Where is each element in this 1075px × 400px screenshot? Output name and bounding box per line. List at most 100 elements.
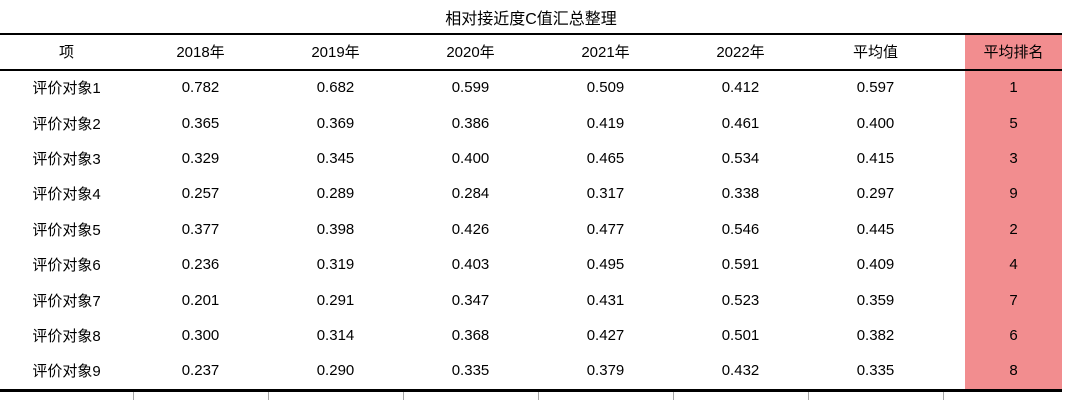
table-top-border: [0, 33, 1062, 35]
column-spacer: [943, 318, 965, 353]
value-cell: 0.257: [181, 185, 220, 203]
value-cell: 0.347: [451, 291, 490, 309]
rank-cell: 1: [965, 70, 1062, 106]
value-cell: 0.379: [586, 362, 625, 380]
row-label: 评价对象1: [32, 80, 101, 98]
value-cell: 0.382: [856, 326, 895, 344]
value-cell: 0.284: [451, 185, 490, 203]
column-header-2019: 2019年: [311, 44, 360, 61]
value-cell: 0.201: [181, 291, 220, 309]
column-header-2018: 2018年: [176, 44, 225, 61]
value-cell: 0.534: [721, 149, 760, 167]
value-cell: 0.501: [721, 326, 760, 344]
value-cell: 0.319: [316, 256, 355, 274]
value-cell: 0.345: [316, 149, 355, 167]
value-cell: 0.523: [721, 291, 760, 309]
column-spacer: [943, 212, 965, 247]
grid-tick: [943, 391, 944, 400]
table-row: 评价对象5 0.377 0.398 0.426 0.477 0.546 0.445 2: [0, 211, 1062, 247]
grid-tick: [538, 391, 539, 400]
value-cell: 0.368: [451, 326, 490, 344]
value-cell: 0.432: [721, 362, 760, 380]
rank-cell: 8: [965, 353, 1062, 389]
value-cell: 0.369: [316, 114, 355, 132]
value-cell: 0.335: [451, 362, 490, 380]
value-cell: 0.426: [451, 220, 490, 238]
row-label: 评价对象3: [32, 150, 101, 168]
table-row: 评价对象4 0.257 0.289 0.284 0.317 0.338 0.297 9: [0, 176, 1062, 212]
table-row: 评价对象9 0.237 0.290 0.335 0.379 0.432 0.335 8: [0, 353, 1062, 389]
value-cell: 0.591: [721, 256, 760, 274]
column-header-rank: 平均排名: [965, 33, 1062, 70]
rank-cell: 3: [965, 140, 1062, 177]
header-bottom-border: [0, 69, 1062, 71]
value-cell: 0.495: [586, 256, 625, 274]
row-label: 评价对象8: [32, 327, 101, 345]
table-row: 评价对象6 0.236 0.319 0.403 0.495 0.591 0.409 4: [0, 246, 1062, 283]
value-cell: 0.329: [181, 149, 220, 167]
column-header-2020: 2020年: [446, 44, 495, 61]
column-spacer: [943, 141, 965, 176]
value-cell: 0.300: [181, 326, 220, 344]
column-spacer: [943, 33, 965, 70]
grid-tick: [673, 391, 674, 400]
value-cell: 0.445: [856, 220, 895, 238]
row-label: 评价对象6: [32, 257, 101, 275]
value-cell: 0.682: [316, 79, 355, 97]
column-spacer: [943, 105, 965, 140]
value-cell: 0.377: [181, 220, 220, 238]
table-body: 评价对象1 0.782 0.682 0.599 0.509 0.412 0.597 1 评价对象…: [0, 70, 1062, 389]
column-header-item: 项: [58, 44, 74, 61]
value-cell: 0.597: [856, 79, 895, 97]
summary-table: 项 2018年 2019年 2020年 2021年 2022年 平均值 平均排名…: [0, 33, 1062, 389]
value-cell: 0.314: [316, 326, 355, 344]
value-cell: 0.289: [316, 185, 355, 203]
rank-cell: 4: [965, 246, 1062, 283]
header-row: 项 2018年 2019年 2020年 2021年 2022年 平均值 平均排名: [0, 33, 1062, 70]
value-cell: 0.335: [856, 362, 895, 380]
value-cell: 0.290: [316, 362, 355, 380]
value-cell: 0.431: [586, 291, 625, 309]
column-spacer: [943, 282, 965, 317]
value-cell: 0.546: [721, 220, 760, 238]
table-row: 评价对象7 0.201 0.291 0.347 0.431 0.523 0.359 7: [0, 282, 1062, 318]
row-label: 评价对象7: [32, 292, 101, 310]
value-cell: 0.412: [721, 79, 760, 97]
value-cell: 0.477: [586, 220, 625, 238]
row-label: 评价对象4: [32, 186, 101, 204]
value-cell: 0.400: [451, 149, 490, 167]
rank-cell: 5: [965, 105, 1062, 141]
value-cell: 0.400: [856, 114, 895, 132]
column-header-average: 平均值: [852, 44, 898, 61]
row-label: 评价对象2: [32, 115, 101, 133]
rank-cell: 6: [965, 317, 1062, 354]
value-cell: 0.403: [451, 256, 490, 274]
row-label: 评价对象5: [32, 221, 101, 239]
value-cell: 0.338: [721, 185, 760, 203]
value-cell: 0.317: [586, 185, 625, 203]
value-cell: 0.782: [181, 79, 220, 97]
grid-tick: [403, 391, 404, 400]
value-cell: 0.297: [856, 185, 895, 203]
row-label: 评价对象9: [32, 363, 101, 381]
column-spacer: [943, 353, 965, 388]
table-row: 评价对象8 0.300 0.314 0.368 0.427 0.501 0.382 6: [0, 317, 1062, 354]
value-cell: 0.509: [586, 79, 625, 97]
value-cell: 0.236: [181, 256, 220, 274]
value-cell: 0.365: [181, 114, 220, 132]
column-header-2021: 2021年: [581, 44, 630, 61]
value-cell: 0.461: [721, 114, 760, 132]
value-cell: 0.359: [856, 291, 895, 309]
value-cell: 0.465: [586, 149, 625, 167]
value-cell: 0.398: [316, 220, 355, 238]
value-cell: 0.427: [586, 326, 625, 344]
grid-tick: [808, 391, 809, 400]
table-row: 评价对象1 0.782 0.682 0.599 0.509 0.412 0.597 1: [0, 70, 1062, 106]
grid-tick: [133, 391, 134, 400]
page-title: 相对接近度C值汇总整理: [445, 10, 617, 28]
rank-cell: 7: [965, 282, 1062, 318]
table-row: 评价对象3 0.329 0.345 0.400 0.465 0.534 0.415 3: [0, 140, 1062, 177]
value-cell: 0.415: [856, 149, 895, 167]
column-spacer: [943, 70, 965, 105]
